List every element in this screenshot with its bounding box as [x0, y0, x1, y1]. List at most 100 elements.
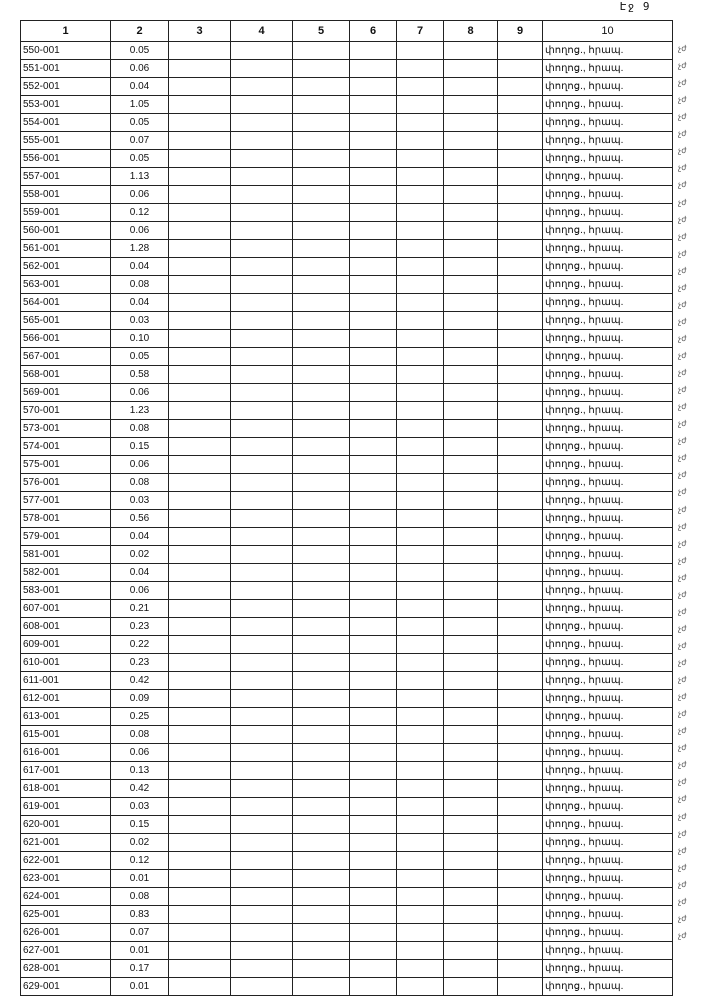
empty-cell — [168, 941, 231, 960]
empty-cell — [349, 761, 397, 780]
empty-cell — [168, 275, 231, 294]
empty-cell — [349, 941, 397, 960]
margin-mark: չժ — [678, 248, 687, 258]
empty-cell — [349, 329, 397, 348]
empty-cell — [396, 869, 444, 888]
empty-cell — [292, 797, 350, 816]
empty-cell — [349, 257, 397, 276]
empty-cell — [168, 671, 231, 690]
area-value: 0.05 — [110, 347, 169, 366]
area-value: 0.03 — [110, 491, 169, 510]
land-type: փողոց., հրապ. — [542, 815, 673, 834]
empty-cell — [168, 923, 231, 942]
empty-cell — [168, 635, 231, 654]
empty-cell — [349, 689, 397, 708]
parcel-code: 579-001 — [20, 527, 111, 546]
empty-cell — [168, 59, 231, 78]
empty-cell — [230, 365, 293, 384]
empty-cell — [396, 797, 444, 816]
parcel-code: 558-001 — [20, 185, 111, 204]
empty-cell — [497, 437, 543, 456]
margin-mark: չժ — [678, 453, 687, 463]
empty-cell — [497, 851, 543, 870]
margin-mark: չժ — [678, 606, 687, 616]
column-header-8: 8 — [443, 20, 498, 42]
empty-cell — [168, 347, 231, 366]
land-type: փողոց., հրապ. — [542, 779, 673, 798]
empty-cell — [168, 293, 231, 312]
land-type: փողոց., հրապ. — [542, 869, 673, 888]
land-type: փողոց., հրապ. — [542, 131, 673, 150]
empty-cell — [497, 977, 543, 996]
land-type: փողոց., հրապ. — [542, 203, 673, 222]
empty-cell — [230, 419, 293, 438]
table-row: 566-001 0.10 փողոց., հրապ. — [20, 329, 673, 348]
empty-cell — [396, 221, 444, 240]
empty-cell — [230, 725, 293, 744]
page-number: Էջ 9 — [620, 0, 651, 13]
empty-cell — [292, 329, 350, 348]
table-row: 621-001 0.02 փողոց., հրապ. — [20, 833, 673, 852]
empty-cell — [396, 113, 444, 132]
table-row: 613-001 0.25 փողոց., հրապ. — [20, 707, 673, 726]
table-row: 569-001 0.06 փողոց., հրապ. — [20, 383, 673, 402]
empty-cell — [443, 689, 498, 708]
land-type: փողոց., հրապ. — [542, 419, 673, 438]
land-type: փողոց., հրապ. — [542, 887, 673, 906]
area-value: 0.06 — [110, 383, 169, 402]
empty-cell — [168, 419, 231, 438]
empty-cell — [230, 653, 293, 672]
table-row: 557-001 1.13 փողոց., հրապ. — [20, 167, 673, 186]
empty-cell — [443, 347, 498, 366]
empty-cell — [396, 689, 444, 708]
empty-cell — [292, 419, 350, 438]
empty-cell — [497, 761, 543, 780]
table-row: 618-001 0.42 փողոց., հրապ. — [20, 779, 673, 798]
parcel-code: 625-001 — [20, 905, 111, 924]
parcel-code: 628-001 — [20, 959, 111, 978]
empty-cell — [443, 635, 498, 654]
parcel-code: 626-001 — [20, 923, 111, 942]
margin-mark: չժ — [678, 862, 687, 872]
empty-cell — [396, 455, 444, 474]
empty-cell — [497, 689, 543, 708]
empty-cell — [349, 725, 397, 744]
land-type: փողոց., հրապ. — [542, 221, 673, 240]
empty-cell — [497, 473, 543, 492]
empty-cell — [443, 617, 498, 636]
land-type: փողոց., հրապ. — [542, 383, 673, 402]
land-type: փողոց., հրապ. — [542, 653, 673, 672]
empty-cell — [443, 239, 498, 258]
empty-cell — [349, 959, 397, 978]
margin-mark: չժ — [678, 794, 687, 804]
empty-cell — [349, 203, 397, 222]
empty-cell — [230, 599, 293, 618]
area-value: 0.04 — [110, 77, 169, 96]
empty-cell — [292, 671, 350, 690]
parcel-code: 622-001 — [20, 851, 111, 870]
empty-cell — [230, 131, 293, 150]
empty-cell — [168, 617, 231, 636]
margin-mark: չժ — [678, 760, 687, 770]
empty-cell — [168, 761, 231, 780]
land-type: փողոց., հրապ. — [542, 167, 673, 186]
empty-cell — [497, 365, 543, 384]
parcel-code: 566-001 — [20, 329, 111, 348]
margin-mark: չժ — [678, 726, 687, 736]
area-value: 0.06 — [110, 455, 169, 474]
empty-cell — [292, 635, 350, 654]
empty-cell — [168, 905, 231, 924]
empty-cell — [396, 905, 444, 924]
empty-cell — [443, 131, 498, 150]
column-header-1: 1 — [20, 20, 111, 42]
empty-cell — [443, 887, 498, 906]
area-value: 0.22 — [110, 635, 169, 654]
empty-cell — [292, 851, 350, 870]
empty-cell — [497, 401, 543, 420]
empty-cell — [443, 149, 498, 168]
empty-cell — [230, 41, 293, 60]
empty-cell — [396, 635, 444, 654]
empty-cell — [443, 221, 498, 240]
empty-cell — [443, 167, 498, 186]
empty-cell — [443, 797, 498, 816]
